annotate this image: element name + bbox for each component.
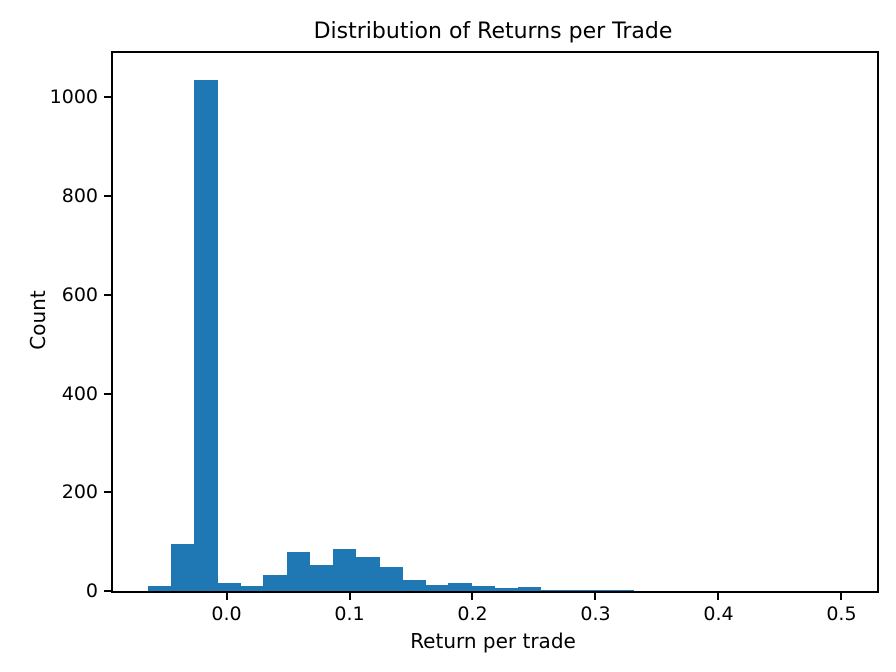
x-tick-mark <box>471 593 474 600</box>
histogram-bar <box>240 586 264 591</box>
histogram-bar <box>263 574 288 591</box>
bars-layer <box>113 53 877 591</box>
histogram-bar <box>170 544 195 591</box>
x-tick-label: 0.3 <box>580 603 611 625</box>
histogram-bar <box>494 588 519 591</box>
x-tick-mark <box>348 593 351 600</box>
histogram-bar <box>194 80 218 591</box>
histogram-bar <box>610 590 634 591</box>
y-tick-label: 0 <box>85 580 98 602</box>
chart-title: Distribution of Returns per Trade <box>313 19 673 44</box>
histogram-bar <box>448 582 472 591</box>
histogram-bar <box>379 567 403 591</box>
histogram-bar <box>286 551 311 591</box>
histogram-bar <box>217 582 241 591</box>
y-tick-mark <box>104 293 111 296</box>
histogram-bar <box>540 590 565 591</box>
y-tick-mark <box>104 96 111 99</box>
x-tick-label: 0.1 <box>334 603 365 625</box>
y-tick-label: 400 <box>61 382 98 405</box>
x-tick-mark <box>717 593 720 600</box>
y-tick-mark <box>104 590 111 592</box>
y-tick-label: 600 <box>61 283 98 306</box>
histogram-bar <box>471 586 496 591</box>
y-tick-label: 200 <box>61 481 98 504</box>
x-tick-label: 0.2 <box>457 603 488 625</box>
x-tick-mark <box>840 593 843 600</box>
histogram-bar <box>147 586 172 591</box>
histogram-bar <box>332 549 357 591</box>
histogram-bar <box>425 585 449 591</box>
y-tick-mark <box>104 195 111 198</box>
x-tick-mark <box>225 593 228 600</box>
histogram-bar <box>517 587 542 591</box>
x-tick-label: 0.4 <box>703 603 734 625</box>
x-tick-label: 0.5 <box>826 603 857 625</box>
plot-area <box>111 51 879 593</box>
y-tick-mark <box>104 491 111 494</box>
y-tick-label: 1000 <box>49 86 98 109</box>
histogram-bar <box>309 565 334 591</box>
histogram-bar <box>402 580 426 591</box>
x-axis-label: Return per trade <box>410 629 576 653</box>
x-tick-label: 0.0 <box>211 603 242 625</box>
y-tick-label: 800 <box>61 185 98 208</box>
histogram-bar <box>355 557 380 591</box>
x-tick-mark <box>594 593 597 600</box>
histogram-bar <box>587 590 611 591</box>
y-tick-mark <box>104 392 111 395</box>
histogram-bar <box>563 590 588 591</box>
